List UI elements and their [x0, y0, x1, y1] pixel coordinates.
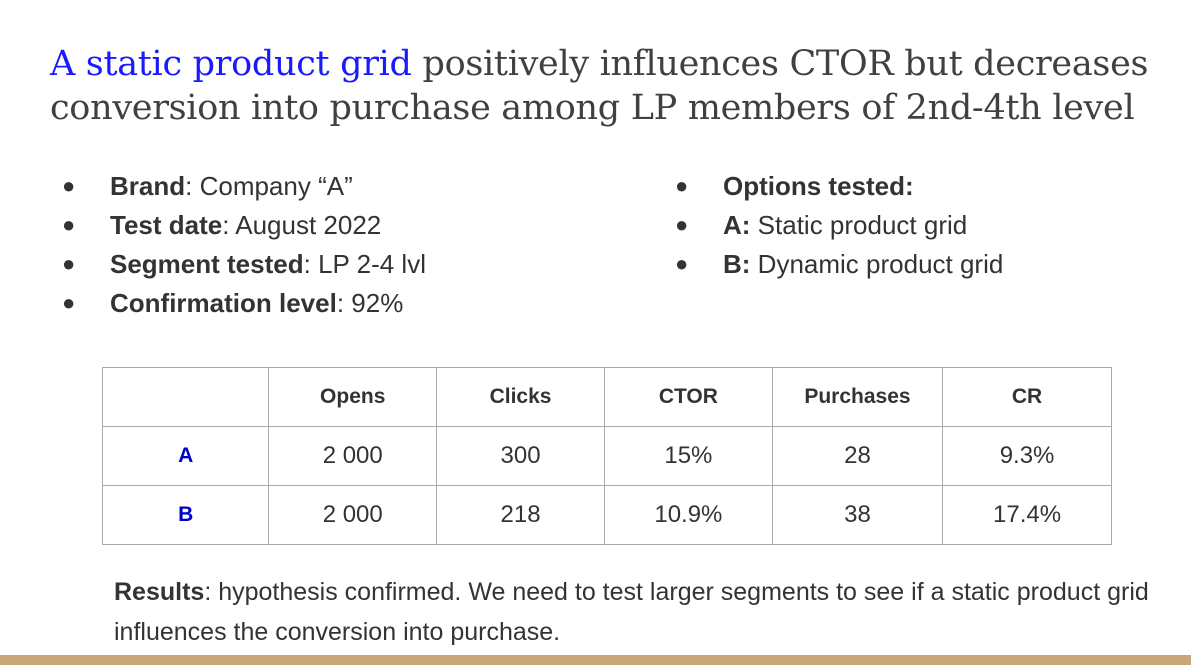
- test-details-list: ● Brand: Company “A” ● Test date: August 2…: [62, 168, 426, 324]
- slide-title: A static product grid positively influen…: [50, 42, 1170, 130]
- list-item: ● Brand: Company “A”: [62, 168, 426, 207]
- bullet-value: Dynamic product grid: [757, 249, 1004, 279]
- bullet-separator: :: [336, 288, 352, 318]
- bullet-label: Segment tested: [110, 249, 304, 279]
- column-header-purchases: Purchases: [771, 367, 944, 427]
- bullet-label: Confirmation level: [110, 288, 337, 318]
- bullet-icon: ●: [62, 212, 76, 237]
- cell-clicks: 218: [436, 485, 605, 545]
- cell-purchases: 28: [771, 426, 944, 486]
- cell-opens: 2 000: [268, 485, 438, 545]
- bullet-value: 92%: [351, 288, 404, 318]
- bullet-label: Options tested:: [723, 171, 914, 201]
- list-item: ● Confirmation level: 92%: [62, 285, 426, 324]
- row-label: B: [101, 485, 270, 545]
- cell-purchases: 38: [771, 485, 944, 545]
- bullet-icon: ●: [62, 173, 76, 198]
- table-header-row: Opens Clicks CTOR Purchases CR: [101, 367, 1112, 427]
- bullet-label: Test date: [110, 210, 223, 240]
- column-header-cr: CR: [942, 367, 1112, 427]
- bullet-icon: ●: [675, 173, 689, 198]
- column-header-ctor: CTOR: [603, 367, 773, 427]
- results-text: : hypothesis confirmed. We need to test …: [114, 578, 1149, 646]
- bullet-icon: ●: [675, 212, 689, 237]
- bullet-separator: :: [185, 171, 200, 201]
- bullet-separator: [750, 210, 757, 240]
- cell-ctor: 10.9%: [603, 485, 773, 545]
- bullet-label: A:: [723, 210, 751, 240]
- list-item: ● Segment tested: LP 2-4 lvl: [62, 246, 426, 285]
- row-label: A: [101, 426, 270, 486]
- cell-cr: 17.4%: [942, 485, 1112, 545]
- cell-clicks: 300: [436, 426, 605, 486]
- cell-cr: 9.3%: [942, 426, 1112, 486]
- title-highlight: A static product grid: [50, 44, 412, 84]
- results-summary: Results: hypothesis confirmed. We need t…: [114, 572, 1154, 652]
- cell-ctor: 15%: [603, 426, 773, 486]
- footer-bar: [0, 655, 1191, 665]
- list-item: ● B: Dynamic product grid: [675, 246, 1003, 285]
- bullet-icon: ●: [62, 290, 76, 315]
- bullet-icon: ●: [675, 251, 689, 276]
- bullet-separator: :: [303, 249, 319, 279]
- bullet-separator: :: [222, 210, 236, 240]
- results-table: Opens Clicks CTOR Purchases CR A 2 000 3…: [101, 367, 1112, 545]
- options-tested-list: ● Options tested: ● A: Static product grid…: [675, 168, 1003, 285]
- list-item: ● Test date: August 2022: [62, 207, 426, 246]
- column-header-empty: [101, 367, 270, 427]
- table-row: B 2 000 218 10.9% 38 17.4%: [101, 485, 1112, 545]
- bullet-icon: ●: [62, 251, 76, 276]
- bullet-value: Static product grid: [757, 210, 968, 240]
- bullet-value: Company “A”: [199, 171, 353, 201]
- column-header-clicks: Clicks: [436, 367, 605, 427]
- table-row: A 2 000 300 15% 28 9.3%: [101, 426, 1112, 486]
- column-header-opens: Opens: [268, 367, 438, 427]
- bullet-label: B:: [723, 249, 751, 279]
- bullet-value: August 2022: [235, 210, 382, 240]
- title-rest: positively influences CTOR but decreases…: [50, 44, 1149, 128]
- bullet-separator: [750, 249, 757, 279]
- list-item: ● Options tested:: [675, 168, 1003, 207]
- cell-opens: 2 000: [268, 426, 438, 486]
- list-item: ● A: Static product grid: [675, 207, 1003, 246]
- results-label: Results: [114, 578, 205, 606]
- bullet-label: Brand: [110, 171, 186, 201]
- bullet-value: LP 2-4 lvl: [318, 249, 426, 279]
